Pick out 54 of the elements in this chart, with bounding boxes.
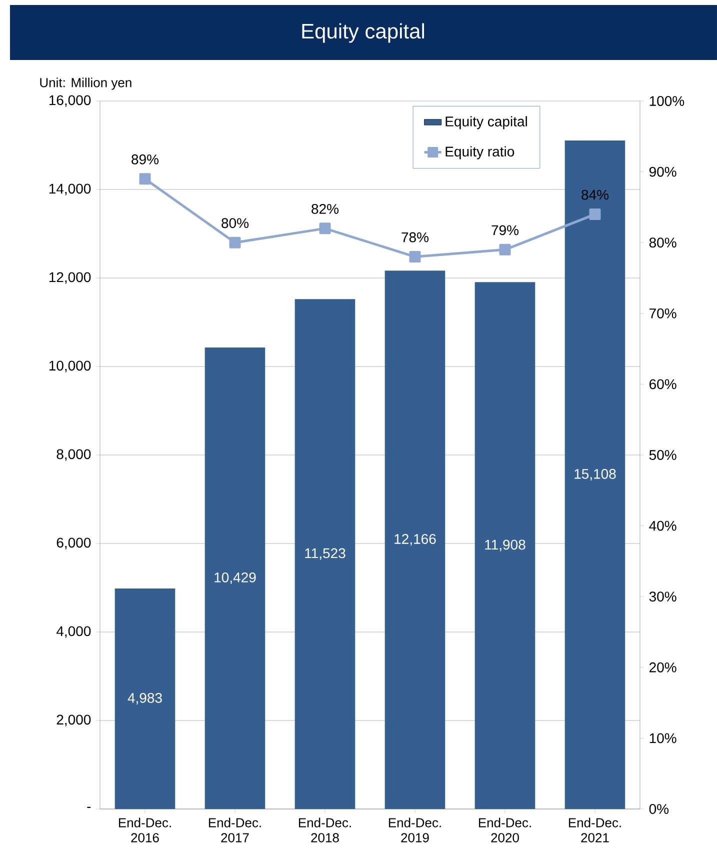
data-label: 80%: [222, 218, 249, 228]
data-label: 89%: [132, 154, 159, 164]
y-tick-label: 2,000: [56, 714, 91, 726]
data-label: 11,908: [485, 540, 526, 552]
y-tick-label: 4,000: [56, 626, 91, 638]
y2-tick-label: 60%: [650, 379, 676, 390]
y-tick-label: -: [87, 806, 91, 808]
legend-label: Equity capital: [446, 116, 527, 130]
bar: [474, 282, 536, 809]
x-tick-label: End-Dec. 2018: [298, 818, 351, 842]
y2-tick-label: 80%: [649, 238, 676, 248]
y2-tick-label: 0%: [649, 804, 669, 814]
x-tick-label: End-Dec. 2016: [118, 818, 171, 842]
point: [319, 222, 331, 234]
y2-tick-label: 70%: [650, 308, 676, 318]
x-tick-label: End-Dec. 2017: [208, 818, 261, 842]
legend-label: Equity ratio: [446, 146, 514, 160]
y2-tick-label: 90%: [649, 166, 676, 177]
point: [139, 173, 151, 185]
data-label: 78%: [402, 232, 429, 242]
chart-title: Equity capital: [302, 23, 424, 43]
y2-tick-label: 20%: [650, 662, 676, 672]
bar: [204, 348, 266, 809]
bar: [564, 140, 626, 809]
y-tick-label: 12,000: [49, 272, 91, 284]
y-tick-label: 6,000: [56, 538, 91, 550]
y2-tick-label: 50%: [649, 450, 676, 460]
bar: [384, 270, 446, 809]
data-label: 10,429: [214, 572, 256, 584]
data-label: 84%: [582, 190, 608, 200]
point: [589, 208, 601, 220]
x-tick-label: End-Dec. 2020: [478, 818, 531, 842]
y-tick-label: 8,000: [56, 449, 91, 461]
point: [409, 251, 421, 263]
data-label: 15,108: [574, 468, 616, 481]
text: Unit: Million yen: [40, 78, 132, 90]
data-label: 82%: [312, 204, 339, 214]
data-label: 4,983: [128, 692, 162, 705]
data-label: 12,166: [394, 534, 436, 546]
y-tick-label: 10,000: [49, 360, 91, 372]
bar: [294, 299, 356, 809]
x-tick-label: End-Dec. 2021: [568, 818, 621, 842]
y-tick-label: 14,000: [49, 184, 91, 196]
point: [229, 236, 241, 248]
x-tick-label: End-Dec. 2019: [388, 818, 441, 842]
data-label: 11,523: [305, 548, 346, 560]
y2-tick-label: 100%: [650, 96, 684, 106]
y2-tick-label: 30%: [649, 592, 676, 602]
y2-tick-label: 10%: [650, 733, 676, 744]
bar: [114, 588, 176, 809]
y2-tick-label: 40%: [649, 520, 676, 531]
y-tick-label: 16,000: [49, 95, 91, 107]
point: [499, 244, 511, 256]
data-label: 79%: [492, 225, 518, 236]
